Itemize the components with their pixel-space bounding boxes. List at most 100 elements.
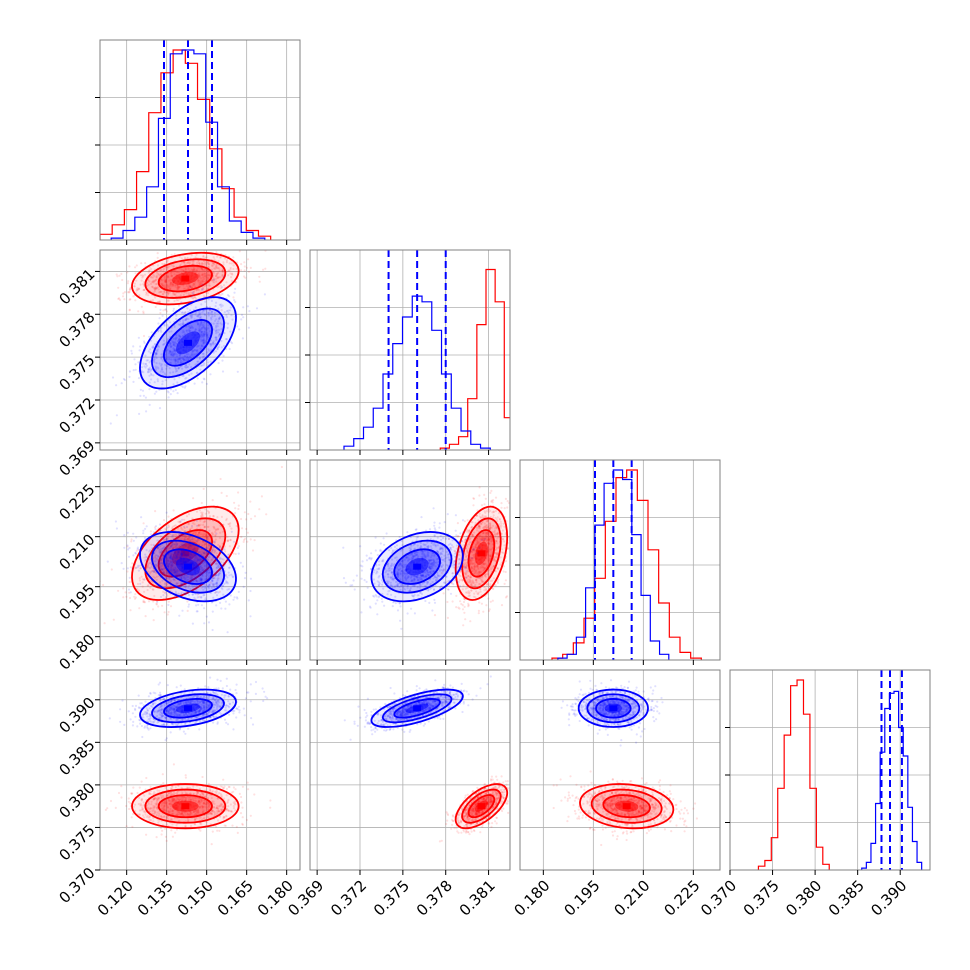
scatter-point xyxy=(355,574,358,577)
scatter-point xyxy=(187,261,190,264)
scatter-point xyxy=(180,553,183,556)
scatter-point xyxy=(206,270,209,273)
scatter-point xyxy=(228,603,231,606)
scatter-point xyxy=(202,294,205,297)
scatter-point xyxy=(164,538,167,541)
scatter-point xyxy=(174,524,177,527)
scatter-point xyxy=(218,303,221,306)
scatter-point xyxy=(171,351,174,354)
scatter-point xyxy=(135,289,138,292)
scatter-point xyxy=(217,267,220,270)
scatter-point xyxy=(184,592,187,595)
scatter-point xyxy=(196,266,199,269)
scatter-point xyxy=(176,360,179,363)
scatter-point xyxy=(214,342,217,345)
scatter-point xyxy=(165,367,168,370)
scatter-point xyxy=(185,291,188,294)
scatter-point xyxy=(169,342,172,345)
scatter-point xyxy=(137,361,140,364)
scatter-point xyxy=(203,542,207,546)
scatter-point xyxy=(220,561,223,564)
scatter-point xyxy=(221,323,224,326)
y-tick-label: 0.381 xyxy=(55,265,98,308)
scatter-point xyxy=(196,580,199,583)
scatter-point xyxy=(163,275,166,278)
scatter-point xyxy=(177,299,180,302)
scatter-point xyxy=(152,345,155,348)
scatter-point xyxy=(215,330,218,333)
scatter-point xyxy=(203,272,206,275)
scatter-point xyxy=(198,316,202,319)
scatter-point xyxy=(201,274,204,277)
scatter-point xyxy=(172,354,175,357)
scatter-point xyxy=(458,585,462,588)
scatter-point xyxy=(243,538,246,542)
scatter-point xyxy=(205,328,208,331)
scatter-point xyxy=(203,330,206,333)
scatter-point xyxy=(204,533,207,536)
scatter-point xyxy=(144,362,148,365)
scatter-point xyxy=(192,293,195,296)
scatter-point xyxy=(262,268,265,271)
scatter-point xyxy=(208,282,211,285)
scatter-point xyxy=(510,588,512,590)
scatter-point xyxy=(228,347,231,351)
scatter-point xyxy=(172,555,175,559)
scatter-point xyxy=(159,565,163,568)
scatter-point xyxy=(120,382,123,385)
scatter-point xyxy=(212,343,215,346)
scatter-point xyxy=(166,260,169,263)
scatter-point xyxy=(157,554,160,558)
scatter-point xyxy=(217,293,220,296)
scatter-point xyxy=(194,328,197,331)
scatter-point xyxy=(190,576,193,579)
scatter-point xyxy=(189,286,192,289)
scatter-point xyxy=(158,317,161,320)
scatter-point xyxy=(196,261,199,264)
scatter-point xyxy=(181,323,184,326)
scatter-point xyxy=(189,527,192,531)
scatter-point xyxy=(183,355,187,358)
scatter-point xyxy=(178,337,181,341)
scatter-point xyxy=(245,527,248,531)
scatter-point xyxy=(169,556,172,559)
scatter-point xyxy=(147,283,150,286)
scatter-point xyxy=(201,562,204,565)
scatter-point xyxy=(167,525,170,528)
scatter-point xyxy=(229,306,232,309)
scatter-point xyxy=(173,358,177,362)
scatter-point xyxy=(134,266,137,269)
scatter-point xyxy=(214,319,217,322)
scatter-point xyxy=(183,538,186,541)
scatter-point xyxy=(184,358,187,361)
scatter-point xyxy=(220,515,223,519)
scatter-point xyxy=(172,347,175,350)
scatter-point xyxy=(510,529,512,531)
scatter-point xyxy=(198,310,201,313)
scatter-point xyxy=(226,631,229,634)
scatter-point xyxy=(189,314,192,317)
scatter-point xyxy=(190,286,193,289)
scatter-point xyxy=(179,263,182,266)
scatter-point xyxy=(197,524,200,527)
scatter-point xyxy=(141,578,144,581)
scatter-point xyxy=(163,572,166,575)
scatter-point xyxy=(492,587,495,591)
scatter-point xyxy=(155,578,158,581)
scatter-point xyxy=(155,362,158,365)
scatter-point xyxy=(150,565,153,568)
scatter-point xyxy=(132,369,135,372)
scatter-point xyxy=(203,333,206,336)
scatter-point xyxy=(223,332,226,335)
scatter-point xyxy=(167,537,170,540)
scatter-point xyxy=(198,532,201,535)
scatter-point xyxy=(202,569,205,572)
scatter-point xyxy=(171,564,174,567)
scatter-point xyxy=(206,261,209,265)
scatter-point xyxy=(175,546,179,549)
scatter-point xyxy=(203,520,206,523)
scatter-point xyxy=(133,282,136,285)
scatter-point xyxy=(120,272,123,275)
scatter-point xyxy=(154,296,157,299)
scatter-point xyxy=(170,565,173,568)
